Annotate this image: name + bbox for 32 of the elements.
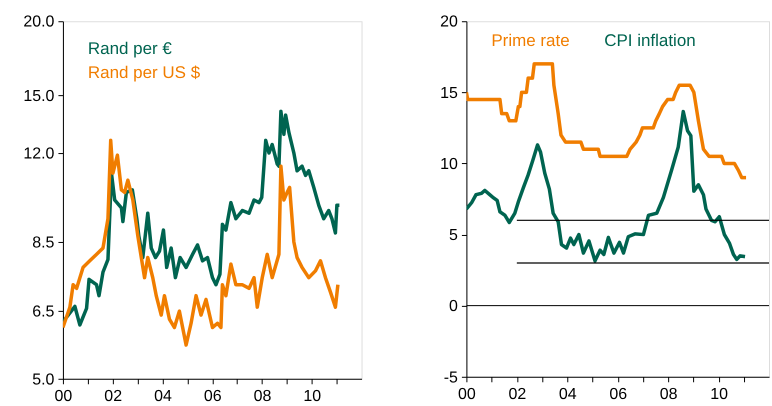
line-series: [466, 110, 747, 263]
y-tick-label: 8.5: [32, 234, 55, 252]
series-label: Prime rate: [491, 31, 570, 50]
y-tick-label: -5: [444, 369, 458, 386]
line-series: [466, 62, 748, 180]
x-tick-label: 06: [204, 388, 222, 406]
x-tick-label: 08: [660, 386, 678, 404]
x-tick-label: 02: [508, 386, 526, 404]
x-tick-label: 00: [54, 388, 72, 406]
line-series: [62, 138, 340, 347]
x-tick-label: 06: [609, 386, 628, 404]
y-tick-label: 6.5: [32, 304, 55, 321]
x-tick-label: 04: [558, 386, 577, 404]
text: Rand per €: [88, 39, 172, 58]
y-tick-label: 20.0: [23, 14, 55, 31]
x-tick-label: 02: [104, 388, 122, 406]
y-tick-label: 10: [440, 156, 458, 173]
x-tick-label: 08: [254, 388, 272, 406]
y-tick-label: 5.0: [32, 371, 55, 388]
y-tick-label: 20: [440, 14, 458, 31]
x-tick-label: 00: [458, 386, 476, 404]
y-tick-label: 0: [449, 298, 458, 316]
y-tick-label: 5: [449, 227, 458, 244]
y-tick-label: 15: [440, 84, 458, 102]
line-series: [62, 110, 342, 327]
x-tick-label: 10: [710, 386, 728, 404]
y-tick-label: 15.0: [23, 88, 55, 105]
text: CPI inflation: [604, 31, 696, 50]
x-tick-label: 10: [303, 388, 322, 406]
text: Rand per US $: [88, 63, 201, 82]
y-tick-label: 12.0: [23, 145, 55, 162]
x-tick-label: 04: [154, 388, 172, 406]
